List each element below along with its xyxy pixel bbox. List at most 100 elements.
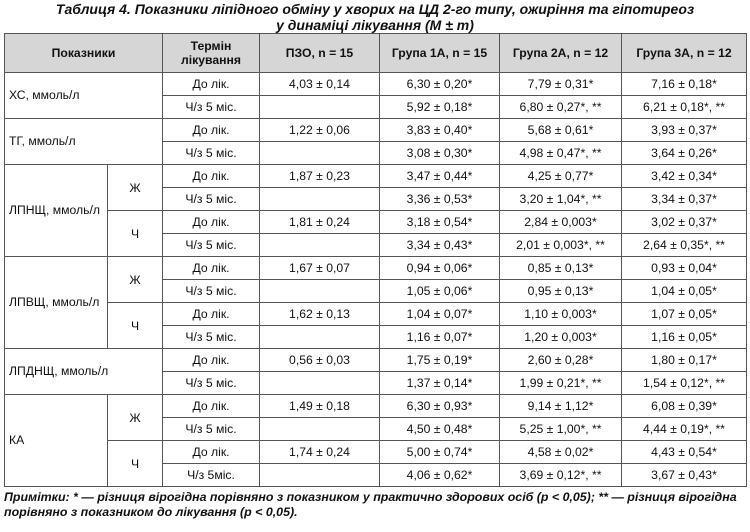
group-3a-cell: 2,64 ± 0,35*, ** [621,233,747,257]
group-1a-cell: 4,06 ± 0,62* [379,463,500,487]
term-cell: Ч/з 5 міс. [162,187,260,211]
header-row: Показники Термін лікування ПЗО, n = 15 Г… [4,33,747,73]
header-pzo: ПЗО, n = 15 [259,33,380,73]
group-2a-cell: 5,25 ± 1,00*, ** [499,417,622,441]
table-row: Ч/з 5 міс. 3,08 ± 0,30* 4,98 ± 0,47*, **… [5,141,747,165]
group-1a-cell: 5,00 ± 0,74* [379,440,500,464]
term-cell: Ч/з 5 міс. [162,417,260,441]
row-label-xs: ХС, ммоль/л [4,72,163,119]
header-group-3a: Група 3А, n = 12 [621,33,747,73]
group-1a-cell: 1,04 ± 0,07* [379,302,500,326]
term-cell: Ч/з 5 міс. [162,371,260,395]
pzo-cell [259,279,380,303]
pzo-cell [259,187,380,211]
group-2a-cell: 0,85 ± 0,13* [499,256,622,280]
group-2a-cell: 5,68 ± 0,61* [499,118,622,142]
sex-label: Ж [107,394,163,441]
table-row: ХС, ммоль/л До лік. 4,03 ± 0,14 6,30 ± 0… [4,72,747,119]
group-1a-cell: 3,34 ± 0,43* [379,233,500,257]
table-row: КА Ж До лік. 1,49 ± 0,18 6,30 ± 0,93* 9,… [4,394,747,487]
group-1a-cell: 3,47 ± 0,44* [379,164,500,188]
pzo-cell [259,371,380,395]
sex-label: Ж [107,256,163,303]
group-3a-cell: 1,54 ± 0,12*, ** [621,371,747,395]
group-2a-cell: 2,60 ± 0,28* [499,348,622,372]
group-3a-cell: 4,44 ± 0,19*, ** [621,417,747,441]
row-label-tg: ТГ, ммоль/л [4,118,163,165]
group-1a-cell: 5,92 ± 0,18* [379,95,500,119]
sex-label: Ж [107,164,163,211]
group-1a-cell: 3,83 ± 0,40* [379,118,500,142]
term-cell: Ч/з 5 міс. [162,141,260,165]
header-indicators: Показники [4,33,163,73]
group-3a-cell: 1,80 ± 0,17* [621,348,747,372]
table-row: ЛПНЩ, ммоль/л Ж До лік. 1,87 ± 0,23 3,47… [4,164,747,257]
pzo-cell: 1,87 ± 0,23 [259,164,380,188]
term-cell: До лік. [162,302,260,326]
pzo-cell: 1,22 ± 0,06 [259,118,380,142]
term-cell: До лік. [162,72,260,96]
group-3a-cell: 3,34 ± 0,37* [621,187,747,211]
group-3a-cell: 3,93 ± 0,37* [621,118,747,142]
term-cell: Ч/з 5 міс. [162,325,260,349]
term-cell: До лік. [162,394,260,418]
sex-label: Ч [107,302,163,349]
table-row: Ч До лік. 1,81 ± 0,24 3,18 ± 0,54* 2,84 … [5,210,747,257]
table-row: ЛПДНЩ, ммоль/л До лік. 0,56 ± 0,03 1,75 … [4,348,747,395]
group-2a-cell: 4,98 ± 0,47*, ** [499,141,622,165]
table-row: Ч До лік. 1,62 ± 0,13 1,04 ± 0,07* 1,10 … [5,302,747,349]
pzo-cell: 4,03 ± 0,14 [259,72,380,96]
term-cell: Ч/з 5 міс. [162,279,260,303]
group-1a-cell: 0,94 ± 0,06* [379,256,500,280]
group-2a-cell: 9,14 ± 1,12* [499,394,622,418]
group-2a-cell: 1,99 ± 0,21*, ** [499,371,622,395]
table-row: Ч/з 5 міс. 1,05 ± 0,06* 0,95 ± 0,13* 1,0… [5,279,747,303]
group-3a-cell: 3,67 ± 0,43* [621,463,747,487]
pzo-cell: 1,67 ± 0,07 [259,256,380,280]
row-label-lpnsch: ЛПНЩ, ммоль/л [4,164,108,257]
title-line-1: Таблиця 4. Показники ліпідного обміну у … [55,1,695,17]
term-cell: До лік. [162,256,260,280]
pzo-cell [259,233,380,257]
group-2a-cell: 4,25 ± 0,77* [499,164,622,188]
term-cell: Ч/з 5міс. [162,463,260,487]
table-row: Ч/з 5 міс. 4,50 ± 0,48* 5,25 ± 1,00*, **… [5,417,747,441]
table-row: ТГ, ммоль/л До лік. 1,22 ± 0,06 3,83 ± 0… [4,118,747,165]
group-2a-cell: 3,69 ± 0,12*, ** [499,463,622,487]
group-3a-cell: 1,07 ± 0,05* [621,302,747,326]
group-3a-cell: 3,42 ± 0,34* [621,164,747,188]
header-group-2a: Група 2А, n = 12 [499,33,622,73]
pzo-cell: 1,74 ± 0,24 [259,440,380,464]
pzo-cell: 1,81 ± 0,24 [259,210,380,234]
group-3a-cell: 3,64 ± 0,26* [621,141,747,165]
group-1a-cell: 3,08 ± 0,30* [379,141,500,165]
pzo-cell [259,95,380,119]
group-1a-cell: 6,30 ± 0,20* [379,72,500,96]
pzo-cell [259,417,380,441]
lipid-table: Показники Термін лікування ПЗО, n = 15 Г… [4,33,747,487]
group-1a-cell: 4,50 ± 0,48* [379,417,500,441]
table-footnote: Примітки: * — різниця вірогідна порівнян… [4,490,737,519]
pzo-cell [259,141,380,165]
term-cell: До лік. [162,440,260,464]
group-3a-cell: 1,04 ± 0,05* [621,279,747,303]
group-1a-cell: 1,16 ± 0,07* [379,325,500,349]
group-1a-cell: 3,36 ± 0,53* [379,187,500,211]
group-2a-cell: 2,01 ± 0,003*, ** [499,233,622,257]
table-row: Ч До лік. 1,74 ± 0,24 5,00 ± 0,74* 4,58 … [5,440,747,487]
term-cell: Ч/з 5 міс. [162,233,260,257]
pzo-cell: 1,49 ± 0,18 [259,394,380,418]
title-line-2: у динаміці лікування (M ± m) [276,17,474,33]
group-1a-cell: 6,30 ± 0,93* [379,394,500,418]
group-2a-cell: 1,10 ± 0,003* [499,302,622,326]
group-2a-cell: 6,80 ± 0,27*, ** [499,95,622,119]
table-row: Ч/з 5 міс. 3,36 ± 0,53* 3,20 ± 1,04*, **… [5,187,747,211]
term-cell: До лік. [162,348,260,372]
pzo-cell: 0,56 ± 0,03 [259,348,380,372]
pzo-cell [259,463,380,487]
group-3a-cell: 6,08 ± 0,39* [621,394,747,418]
group-3a-cell: 6,21 ± 0,18*, ** [621,95,747,119]
group-3a-cell: 1,16 ± 0,05* [621,325,747,349]
table-row: Ч/з 5 міс. 3,34 ± 0,43* 2,01 ± 0,003*, *… [5,233,747,257]
pzo-cell: 1,62 ± 0,13 [259,302,380,326]
